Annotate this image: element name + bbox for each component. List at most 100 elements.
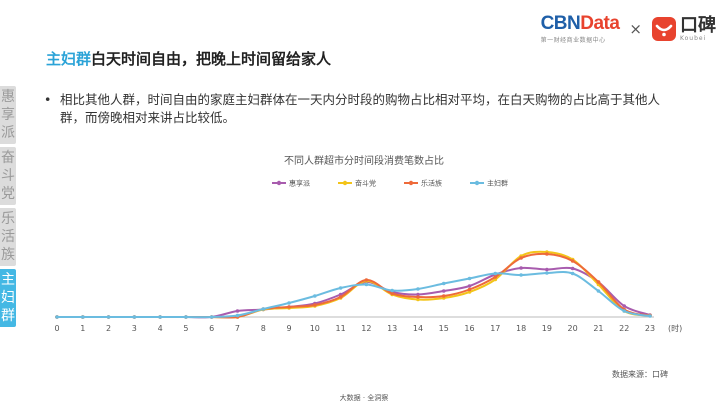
- data-point: [545, 252, 549, 256]
- x-tick-label: 15: [439, 324, 449, 333]
- sidebar-tab-label: 惠享派: [1, 89, 15, 141]
- bullet-marker: •: [44, 92, 52, 107]
- data-point: [261, 307, 266, 311]
- sidebar-tab-fendoudang[interactable]: 奋斗党: [0, 147, 16, 205]
- times-symbol: ×: [629, 20, 642, 38]
- koubei-mark-icon: [652, 17, 676, 41]
- data-point: [493, 275, 498, 279]
- koubei-name: 口碑: [680, 14, 716, 36]
- data-point: [570, 271, 575, 276]
- x-tick-label: 14: [413, 324, 423, 333]
- sidebar-tab-huixiangpai[interactable]: 惠享派: [0, 86, 16, 144]
- x-tick-label: 12: [361, 324, 371, 333]
- data-point: [519, 266, 523, 270]
- data-point: [287, 305, 291, 309]
- x-tick-label: 10: [310, 324, 320, 333]
- page-title-highlight: 主妇群: [46, 50, 92, 68]
- brand-logos: CBNData 第一财经商业数据中心 × 口碑 Koubei: [541, 12, 716, 46]
- x-tick-label: 4: [158, 324, 163, 333]
- legend-label: 奋斗党: [355, 179, 376, 188]
- sidebar-tab-label: 主妇群: [1, 272, 15, 324]
- data-point: [416, 292, 420, 297]
- data-point: [338, 295, 343, 299]
- data-point: [545, 267, 549, 272]
- data-point: [338, 286, 343, 290]
- x-tick-label: 13: [387, 324, 397, 333]
- x-tick-label: 18: [516, 324, 526, 333]
- page-title-rest: 白天时间自由，把晚上时间留给家人: [91, 50, 332, 68]
- x-tick-label: 2: [106, 324, 111, 333]
- data-point: [441, 281, 446, 286]
- data-point: [287, 301, 291, 305]
- data-point: [622, 304, 627, 308]
- data-point: [441, 294, 446, 298]
- cbndata-logo: CBNData 第一财经商业数据中心: [540, 13, 620, 45]
- data-point: [416, 295, 420, 299]
- footer-slogan: 大数据 · 全洞察: [339, 394, 389, 402]
- data-point: [55, 315, 59, 319]
- data-point: [467, 287, 472, 292]
- insight-bullet: • 相比其他人群，时间自由的家庭主妇群体在一天内分时段的购物占比相对平均，在白天…: [44, 91, 664, 127]
- segment-sidebar: 惠享派 奋斗党 乐活族 主妇群: [0, 86, 16, 330]
- chart-title: 不同人群超市分时间段消费笔数占比: [284, 154, 444, 167]
- sidebar-tab-zhufuqun[interactable]: 主妇群: [0, 269, 16, 327]
- x-tick-label: 6: [209, 324, 214, 333]
- x-axis-unit: (时): [668, 323, 682, 333]
- legend-marker: [474, 180, 480, 186]
- data-point: [467, 290, 472, 294]
- data-point: [390, 291, 394, 296]
- x-tick-label: 7: [235, 324, 240, 333]
- x-tick-label: 11: [336, 324, 346, 333]
- x-tick-label: 23: [645, 324, 655, 333]
- data-point: [416, 297, 420, 302]
- koubei-logo: 口碑 Koubei: [652, 14, 716, 42]
- x-tick-label: 19: [542, 324, 552, 333]
- data-point: [596, 289, 601, 293]
- cbndata-logo-part2: Data: [580, 13, 620, 34]
- data-point: [158, 315, 162, 319]
- x-tick-label: 16: [464, 324, 474, 333]
- data-point: [106, 315, 111, 319]
- data-point: [184, 315, 188, 319]
- data-point: [132, 315, 137, 319]
- data-point: [467, 276, 472, 281]
- legend-label: 主妇群: [487, 179, 508, 188]
- cbndata-logo-part1: CBN: [540, 13, 581, 34]
- data-point: [364, 278, 369, 282]
- data-point: [519, 273, 523, 277]
- x-tick-label: 0: [54, 324, 59, 333]
- x-tick-label: 5: [183, 324, 188, 333]
- data-point: [570, 259, 575, 263]
- data-point: [519, 256, 523, 260]
- data-point: [570, 266, 575, 271]
- data-point: [416, 287, 420, 291]
- series-line: [57, 270, 651, 319]
- koubei-name-en: Koubei: [680, 34, 707, 42]
- data-point: [441, 289, 446, 293]
- legend-marker: [342, 180, 348, 186]
- data-source: 数据来源：口碑: [612, 370, 668, 379]
- legend-label: 惠享派: [289, 179, 310, 188]
- data-point: [235, 313, 240, 318]
- data-point: [545, 271, 549, 275]
- data-point: [313, 294, 317, 298]
- data-point: [209, 315, 214, 319]
- x-tick-label: 3: [132, 324, 137, 333]
- x-tick-label: 9: [286, 324, 291, 333]
- insight-text: 相比其他人群，时间自由的家庭主妇群体在一天内分时段的购物占比相对平均，在白天购物…: [60, 92, 661, 125]
- cbndata-subtitle: 第一财经商业数据中心: [540, 37, 606, 44]
- x-tick-label: 1: [80, 324, 85, 333]
- data-point: [622, 309, 627, 313]
- sidebar-tab-lehuozu[interactable]: 乐活族: [0, 208, 16, 266]
- series-line: [57, 266, 651, 319]
- x-tick-label: 22: [619, 324, 629, 333]
- data-point: [493, 271, 498, 276]
- legend-marker: [276, 180, 282, 186]
- data-point: [596, 280, 601, 284]
- data-point: [467, 284, 472, 288]
- legend-marker: [408, 180, 414, 186]
- sidebar-tab-label: 乐活族: [1, 211, 15, 263]
- data-point: [648, 314, 652, 318]
- data-point: [313, 303, 317, 307]
